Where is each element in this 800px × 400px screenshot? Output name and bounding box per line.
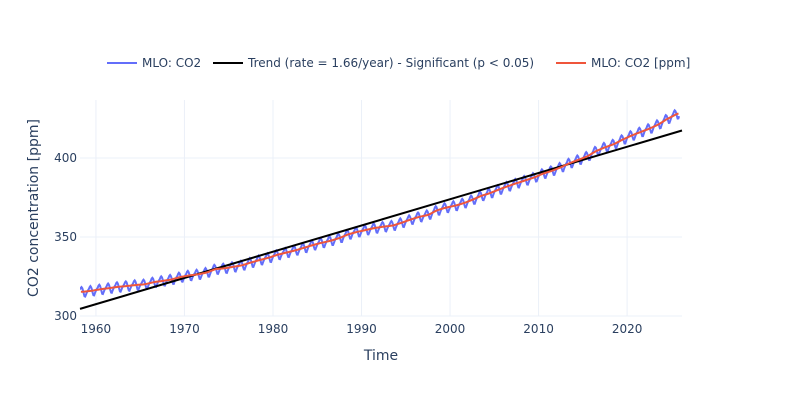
x-axis-title: Time: [363, 348, 398, 364]
x-tick-label: 2000: [435, 322, 466, 336]
legend-label: MLO: CO2 [ppm]: [591, 56, 690, 70]
legend-label: Trend (rate = 1.66/year) - Significant (…: [247, 56, 534, 70]
x-tick-label: 1960: [81, 322, 112, 336]
y-axis-title: CO2 concentration [ppm]: [26, 119, 42, 297]
series-line-trend: [79, 129, 683, 310]
legend-label: MLO: CO2: [142, 56, 201, 70]
y-tick-label: 300: [54, 309, 77, 323]
series-line-mlo-co2-ppm: [80, 112, 679, 293]
y-tick-label: 350: [54, 230, 77, 244]
x-tick-label: 1980: [258, 322, 289, 336]
x-tick-label: 2010: [523, 322, 554, 336]
series-line-mlo-co2: [80, 108, 681, 298]
x-tick-label: 2020: [612, 322, 643, 336]
x-tick-label: 1990: [346, 322, 377, 336]
x-tick-label: 1970: [169, 322, 200, 336]
y-tick-label: 400: [54, 151, 77, 165]
